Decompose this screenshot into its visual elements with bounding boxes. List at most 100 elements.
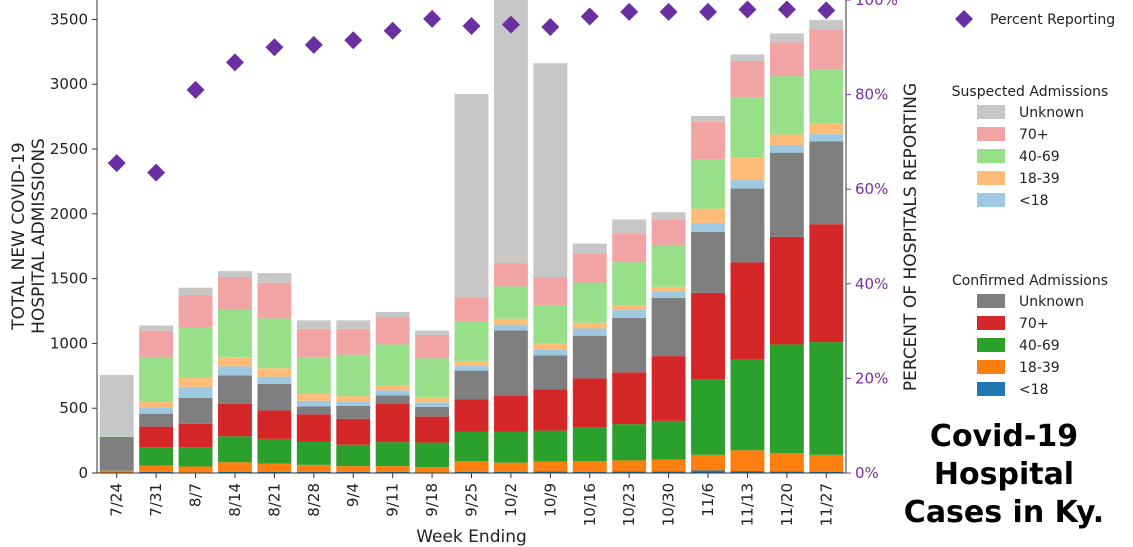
bar-confirmed-70-plus-10-2 <box>493 395 528 432</box>
bar-confirmed-70-plus-8-28 <box>296 414 331 442</box>
bar-confirmed-70-plus-10-23 <box>612 372 647 425</box>
bar-suspected-under-18-11-27 <box>809 134 844 142</box>
bar-confirmed-18-39-8-7 <box>178 466 213 473</box>
x-tick-label: 9/4 <box>344 483 362 507</box>
bar-suspected-under-18-11-20 <box>769 144 804 153</box>
bar-suspected-under-18-8-28 <box>296 400 331 407</box>
legend-suspected-swatch-18-39 <box>977 171 1005 185</box>
bar-suspected-40-69-8-28 <box>296 357 331 394</box>
bar-confirmed-unknown-8-7 <box>178 397 213 424</box>
legend-confirmed-label-70-plus: 70+ <box>1019 316 1049 332</box>
percent-point-11-13 <box>738 0 757 19</box>
bar-confirmed-40-69-10-23 <box>612 424 647 461</box>
legend-confirmed-swatch-40-69 <box>977 338 1005 352</box>
bar-confirmed-40-69-7-24 <box>99 470 134 472</box>
legend-confirmed-swatch-under-18 <box>977 382 1005 396</box>
percent-point-8-21 <box>265 38 284 57</box>
bar-confirmed-18-39-8-21 <box>257 463 292 472</box>
bar-suspected-40-69-8-7 <box>178 327 213 378</box>
y2-tick-label: 40% <box>855 275 888 293</box>
y-tick-label: 2500 <box>50 140 88 158</box>
x-axis-title: Week Ending <box>416 527 527 547</box>
x-tick-label: 11/27 <box>817 483 835 526</box>
bar-confirmed-40-69-9-25 <box>454 431 489 462</box>
bar-suspected-unknown-9-11 <box>375 311 410 318</box>
bar-suspected-18-39-11-6 <box>691 208 725 223</box>
legend-suspected-label-18-39: 18-39 <box>1019 171 1060 187</box>
x-tick-label: 9/18 <box>423 483 441 517</box>
bar-confirmed-70-plus-11-20 <box>769 236 804 345</box>
bar-confirmed-unknown-9-25 <box>454 370 489 400</box>
y-tick-label: 3500 <box>50 10 88 28</box>
axes: 0 500 1000 1500 2000 2500 3000 3500 0% 20% 40% 60% 8… <box>9 0 921 547</box>
bar-confirmed-unknown-11-20 <box>769 152 804 237</box>
percent-reporting-markers <box>107 0 836 182</box>
bar-confirmed-under-18-9-25 <box>454 471 489 473</box>
bar-suspected-40-69-9-18 <box>415 358 450 398</box>
bar-suspected-18-39-9-11 <box>375 385 410 391</box>
bar-suspected-18-39-9-25 <box>454 360 489 367</box>
bar-suspected-18-39-10-30 <box>651 286 686 292</box>
x-tick-label: 9/11 <box>384 483 402 517</box>
bar-confirmed-under-18-9-11 <box>375 471 410 473</box>
percent-point-10-30 <box>659 2 678 21</box>
bar-confirmed-70-plus-11-6 <box>691 292 725 380</box>
y-tick-label: 3000 <box>50 75 88 93</box>
bar-confirmed-40-69-8-7 <box>178 447 213 467</box>
legend-suspected-label-40-69: 40-69 <box>1019 149 1060 165</box>
bar-suspected-under-18-9-4 <box>336 401 371 406</box>
bar-suspected-unknown-8-21 <box>257 273 292 283</box>
bar-confirmed-18-39-11-20 <box>769 453 804 472</box>
x-tick-label: 8/21 <box>265 483 283 517</box>
bar-confirmed-40-69-8-14 <box>218 436 252 463</box>
bar-suspected-18-39-10-23 <box>612 304 647 311</box>
bar-suspected-unknown-10-30 <box>651 212 686 220</box>
bar-confirmed-40-69-9-18 <box>415 442 450 468</box>
bar-confirmed-unknown-9-4 <box>336 405 371 419</box>
bar-confirmed-18-39-8-14 <box>218 462 252 472</box>
bar-confirmed-70-plus-9-4 <box>336 418 371 445</box>
legend-suspected-swatch-under-18 <box>977 193 1005 207</box>
y2-tick-label: 60% <box>855 180 888 198</box>
bar-suspected-40-69-11-27 <box>809 69 844 124</box>
bar-confirmed-18-39-11-27 <box>809 454 844 472</box>
bar-suspected-under-18-10-9 <box>533 349 568 356</box>
y-tick-label: 500 <box>59 399 88 417</box>
bar-suspected-under-18-10-30 <box>651 291 686 298</box>
x-tick-label: 10/23 <box>620 483 638 526</box>
bar-confirmed-under-18-11-27 <box>809 471 844 473</box>
x-tick-label: 7/24 <box>108 483 126 517</box>
percent-point-10-9 <box>541 17 560 36</box>
bar-confirmed-under-18-7-31 <box>139 471 174 473</box>
legend-suspected-swatch-40-69 <box>977 149 1005 163</box>
bar-suspected-70-plus-10-16 <box>572 253 607 283</box>
bar-confirmed-70-plus-7-31 <box>139 426 174 448</box>
bar-suspected-unknown-9-25 <box>454 93 489 298</box>
y2-tick-label: 20% <box>855 369 888 387</box>
percent-point-11-20 <box>777 0 796 19</box>
bar-suspected-unknown-11-20 <box>769 33 804 43</box>
bar-suspected-70-plus-9-4 <box>336 328 371 355</box>
bar-confirmed-70-plus-9-25 <box>454 399 489 432</box>
x-tick-label: 11/6 <box>699 483 717 517</box>
bar-suspected-under-18-10-2 <box>493 324 528 331</box>
bar-suspected-18-39-9-4 <box>336 396 371 402</box>
bar-suspected-70-plus-11-6 <box>691 121 725 160</box>
y-axis-title: TOTAL NEW COVID-19HOSPITAL ADMISSIONS <box>9 138 49 334</box>
bar-confirmed-unknown-10-16 <box>572 335 607 379</box>
legend-suspected-label-70-plus: 70+ <box>1019 127 1049 143</box>
bar-suspected-70-plus-7-31 <box>139 330 174 358</box>
y-axis-title-line: TOTAL NEW COVID-19 <box>9 142 29 330</box>
bar-suspected-18-39-11-27 <box>809 123 844 135</box>
x-tick-label: 8/14 <box>226 483 244 517</box>
bar-confirmed-40-69-7-31 <box>139 447 174 466</box>
bar-suspected-under-18-8-21 <box>257 376 292 384</box>
bar-suspected-under-18-10-16 <box>572 328 607 336</box>
bar-confirmed-70-plus-11-13 <box>730 262 765 360</box>
percent-point-7-31 <box>147 163 166 182</box>
bar-suspected-70-plus-8-7 <box>178 294 213 328</box>
bar-suspected-unknown-11-6 <box>691 115 725 122</box>
bar-suspected-40-69-9-11 <box>375 344 410 386</box>
x-tick-label: 10/16 <box>581 483 599 526</box>
bar-suspected-unknown-8-7 <box>178 287 213 295</box>
